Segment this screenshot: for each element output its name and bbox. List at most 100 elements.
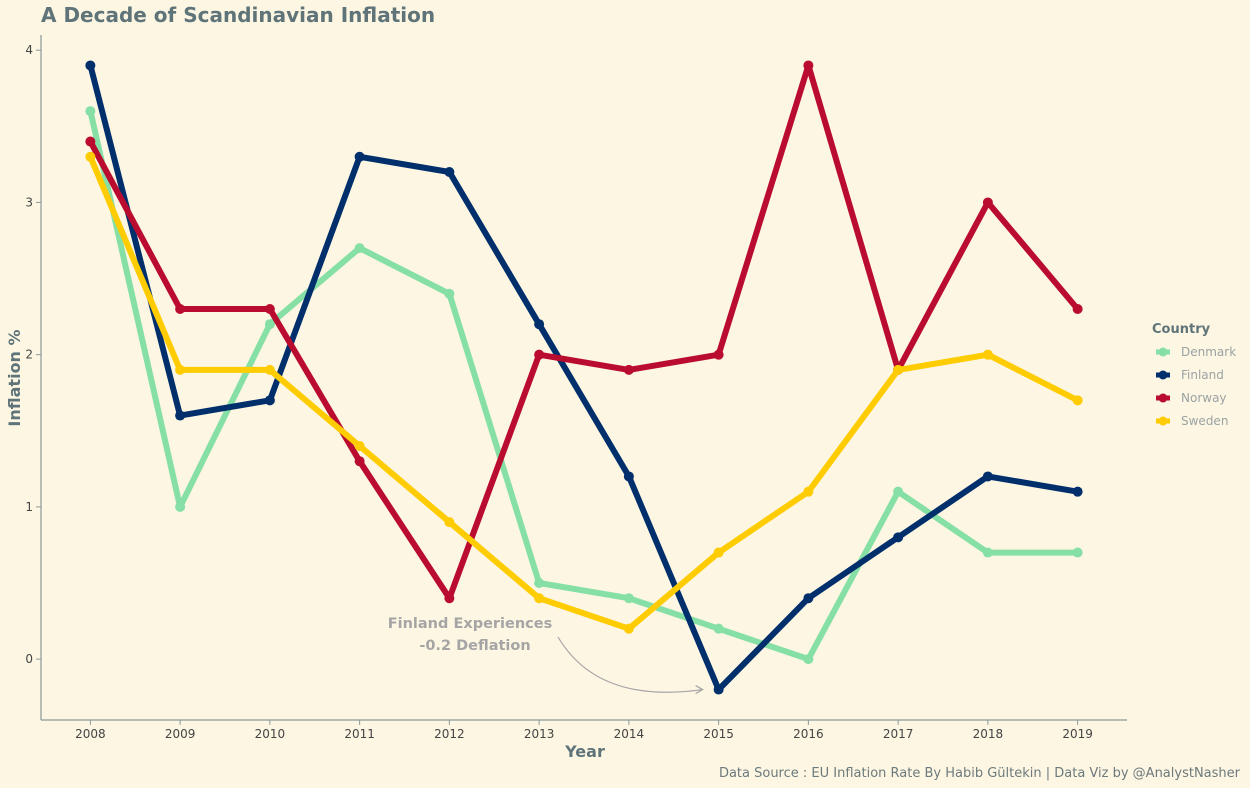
x-tick-label: 2014 xyxy=(614,727,645,741)
data-point-finland xyxy=(1072,486,1083,497)
data-point-finland xyxy=(175,410,186,421)
data-point-sweden xyxy=(534,593,545,604)
legend-item-finland: Finland xyxy=(1156,368,1224,382)
annotation-arrow xyxy=(557,636,703,693)
series-line-finland xyxy=(87,62,1081,693)
x-tick-label: 2019 xyxy=(1062,727,1093,741)
legend-swatch-dot xyxy=(1158,393,1168,403)
data-point-finland xyxy=(444,167,455,177)
data-point-norway xyxy=(803,60,814,71)
series-group xyxy=(85,60,1083,695)
legend-item-norway: Norway xyxy=(1156,391,1227,405)
x-tick-label: 2009 xyxy=(165,727,196,741)
data-point-sweden xyxy=(444,517,455,528)
data-point-norway xyxy=(982,197,993,208)
x-tick-label: 2011 xyxy=(344,727,375,741)
series-denmark xyxy=(85,106,1083,665)
annotation-line-2: -0.2 Deflation xyxy=(419,638,530,654)
x-tick-label: 2016 xyxy=(793,727,824,741)
data-point-finland xyxy=(264,395,275,406)
legend-swatch-dot xyxy=(1158,347,1168,357)
data-point-denmark xyxy=(1072,547,1083,558)
data-point-norway xyxy=(264,304,275,314)
data-point-finland xyxy=(803,593,814,604)
data-point-denmark xyxy=(354,243,365,254)
series-sweden xyxy=(85,151,1083,634)
x-tick-label: 2015 xyxy=(703,727,734,741)
data-point-finland xyxy=(534,319,545,330)
chart-caption: Data Source : EU Inflation Rate By Habib… xyxy=(719,766,1241,781)
x-tick-label: 2017 xyxy=(883,727,914,741)
y-tick-label: 2 xyxy=(25,348,33,362)
x-tick-label: 2018 xyxy=(973,727,1004,741)
y-tick-label: 0 xyxy=(25,652,33,666)
data-point-sweden xyxy=(175,364,186,375)
legend-items: Denmark Finland Norway Sweden xyxy=(1156,345,1236,428)
chart-title: A Decade of Scandinavian Inflation xyxy=(41,3,435,27)
x-tick-label: 2013 xyxy=(524,727,555,741)
data-point-norway xyxy=(354,456,365,467)
legend-item-denmark: Denmark xyxy=(1156,345,1236,359)
data-point-denmark xyxy=(444,288,455,299)
legend: Country Denmark Finland Norway Sweden xyxy=(1152,322,1236,428)
x-axis-title: Year xyxy=(564,742,605,761)
data-point-finland xyxy=(713,684,724,695)
data-point-sweden xyxy=(1072,395,1083,406)
data-point-denmark xyxy=(85,106,96,117)
data-point-sweden xyxy=(264,364,275,375)
data-point-sweden xyxy=(623,623,634,634)
x-tick-label: 2010 xyxy=(255,727,286,741)
series-line-denmark xyxy=(87,108,1081,663)
legend-swatch-dot xyxy=(1158,416,1168,426)
data-point-denmark xyxy=(264,319,275,330)
data-point-norway xyxy=(85,136,96,147)
data-point-denmark xyxy=(803,654,814,665)
data-point-finland xyxy=(623,471,634,482)
data-point-denmark xyxy=(623,593,634,604)
data-point-finland xyxy=(893,532,904,543)
data-point-sweden xyxy=(713,547,724,558)
data-point-denmark xyxy=(713,623,724,634)
legend-title: Country xyxy=(1152,322,1211,337)
data-point-denmark xyxy=(175,501,186,512)
legend-label: Sweden xyxy=(1181,414,1228,428)
data-point-sweden xyxy=(803,486,814,497)
data-point-sweden xyxy=(354,441,365,451)
legend-item-sweden: Sweden xyxy=(1156,414,1228,428)
data-point-norway xyxy=(175,304,186,314)
y-axis-title: Inflation % xyxy=(5,329,24,426)
data-point-finland xyxy=(982,471,993,482)
series-line-norway xyxy=(87,62,1081,602)
series-line-sweden xyxy=(87,153,1081,632)
data-point-sweden xyxy=(982,349,993,360)
data-point-norway xyxy=(1072,304,1083,314)
data-point-norway xyxy=(444,593,455,604)
y-tick-label: 1 xyxy=(25,500,33,514)
y-tick-label: 4 xyxy=(25,43,33,57)
legend-label: Denmark xyxy=(1181,345,1236,359)
data-point-sweden xyxy=(893,364,904,375)
x-tick-label: 2008 xyxy=(75,727,106,741)
annotation-line-1: Finland Experiences xyxy=(388,616,553,632)
series-norway xyxy=(85,60,1083,604)
y-tick-label: 3 xyxy=(25,195,33,209)
data-point-norway xyxy=(534,349,545,360)
data-point-denmark xyxy=(534,578,545,588)
legend-label: Finland xyxy=(1181,368,1224,382)
data-point-denmark xyxy=(893,486,904,497)
deflation-annotation: Finland Experiences -0.2 Deflation xyxy=(388,616,704,695)
data-point-sweden xyxy=(85,151,96,162)
data-point-norway xyxy=(713,349,724,360)
x-ticks: 2008 2009 2010 2011 2012 2013 2014 2015 2016 2017… xyxy=(75,720,1093,741)
axes xyxy=(40,35,1127,721)
data-point-norway xyxy=(623,364,634,375)
data-point-finland xyxy=(354,151,365,162)
annotation-arrowhead xyxy=(695,685,704,695)
data-point-denmark xyxy=(982,547,993,558)
legend-label: Norway xyxy=(1181,391,1227,405)
x-tick-label: 2012 xyxy=(434,727,465,741)
legend-swatch-dot xyxy=(1158,370,1168,380)
data-point-finland xyxy=(85,60,96,71)
series-finland xyxy=(85,60,1083,695)
